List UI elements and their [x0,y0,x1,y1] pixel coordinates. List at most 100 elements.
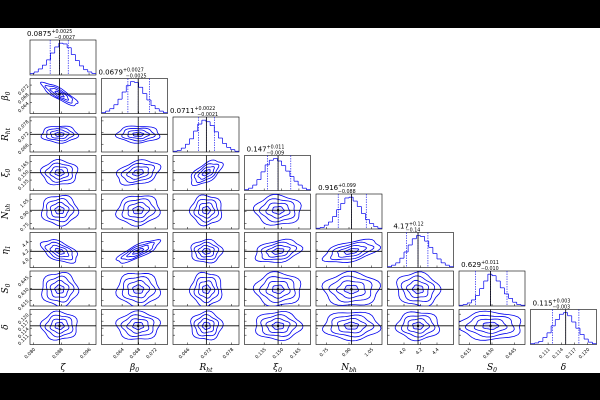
label-sub: bh [349,367,357,374]
title-median: 0.0711 [170,107,195,115]
contour [39,239,79,264]
panel-frame [530,309,597,345]
contour [121,198,156,223]
y-axis-label: β0 [1,91,12,101]
contour [265,244,291,258]
title-plus: +0.003 [553,299,571,305]
x-tick-label: 4.0 [398,347,407,356]
contour [260,241,298,261]
contour [396,271,442,306]
label-main: δ [561,363,566,373]
title-plus: +0.12 [409,222,424,228]
contour [337,244,367,258]
x-tick-label: 0.75 [319,347,331,359]
panel-frame [29,39,97,76]
contour [115,239,162,264]
panel-frame [101,309,168,345]
title-median: 0.629 [461,261,481,269]
truth-point [417,324,420,327]
title-median: 0.115 [533,300,553,308]
y-axis-label: δ [1,324,11,329]
contour [115,159,162,186]
label-main: S [487,363,493,373]
title-minus: −0.0025 [126,74,147,80]
label-main: ζ [61,363,67,373]
contour [120,162,155,183]
contour-group [115,195,161,227]
title-plus: +0.011 [481,260,499,266]
panel-frame [101,78,168,114]
title-minus: −0.14 [406,228,421,234]
contour [127,201,151,219]
panel-title: 4.17+0.12 −0.14 [393,222,423,234]
x-tick-label: 0.90 [341,347,353,359]
truth-point [277,250,280,253]
label-main: N [340,363,350,373]
truth-point [350,288,353,291]
title-median: 0.916 [318,184,339,192]
title-minus: −0.088 [338,189,356,195]
title-plus: +0.0027 [123,68,144,74]
label-sub: 1 [421,367,425,374]
x-axis-label: Rht [198,363,213,374]
title-minus: −0.003 [552,305,570,311]
label-main: ξ [273,363,279,373]
truth-point [58,171,61,174]
truth-point [137,324,140,327]
truth-point [58,324,61,327]
label-main: R [198,363,206,373]
truth-point [58,93,61,96]
panel-frame [244,155,311,191]
label-main: N [1,210,11,220]
x-axis-label: S0 [487,363,497,374]
contour [115,195,161,227]
truth-point [58,209,61,212]
y-axis-label: Nbh [1,204,12,221]
panel-frame [29,78,97,114]
label-sub: 0 [493,367,497,374]
label-sub: 0 [278,367,282,374]
truth-point [350,250,353,253]
contour [193,163,220,183]
x-axis-label: β0 [129,363,139,374]
title-minus: −0.009 [266,151,284,157]
truth-point [417,288,420,291]
truth-point [137,250,140,253]
panel-title: 0.147+0.011 −0.009 [247,145,285,157]
truth-point [205,209,208,212]
truth-point [489,324,492,327]
truth-point [137,133,140,136]
contour [44,241,74,261]
x-axis-label: η1 [416,363,425,374]
truth-point [205,288,208,291]
contour [321,238,382,263]
label-sub: 0 [5,91,12,95]
label-main: η [1,249,11,255]
truth-point [205,324,208,327]
y-tick-label: 4.2 [21,248,30,257]
truth-point [277,209,280,212]
truth-point [58,133,61,136]
label-main: R [1,134,11,142]
y-tick-label: 4.0 [21,257,30,266]
label-main: β [1,95,11,101]
label-sub: ht [5,127,12,134]
title-minus: −0.0021 [197,112,218,118]
truth-point [58,250,61,253]
label-main: S [1,287,11,293]
contour [254,238,304,264]
truth-point [205,250,208,253]
title-median: 0.0875 [27,30,52,38]
title-median: 0.147 [247,146,267,154]
contour [400,275,436,302]
title-plus: +0.011 [267,145,285,151]
y-axis-label: ξ0 [1,168,12,177]
y-axis-label: S0 [1,283,12,293]
contour [49,244,70,258]
y-tick-label: 0.75 [19,222,31,234]
panel-title: 0.629+0.011 −0.010 [461,260,499,272]
title-median: 4.17 [393,223,409,231]
y-tick-label: 1.05 [19,198,31,210]
contour [406,279,429,298]
label-sub: 0 [5,168,12,172]
